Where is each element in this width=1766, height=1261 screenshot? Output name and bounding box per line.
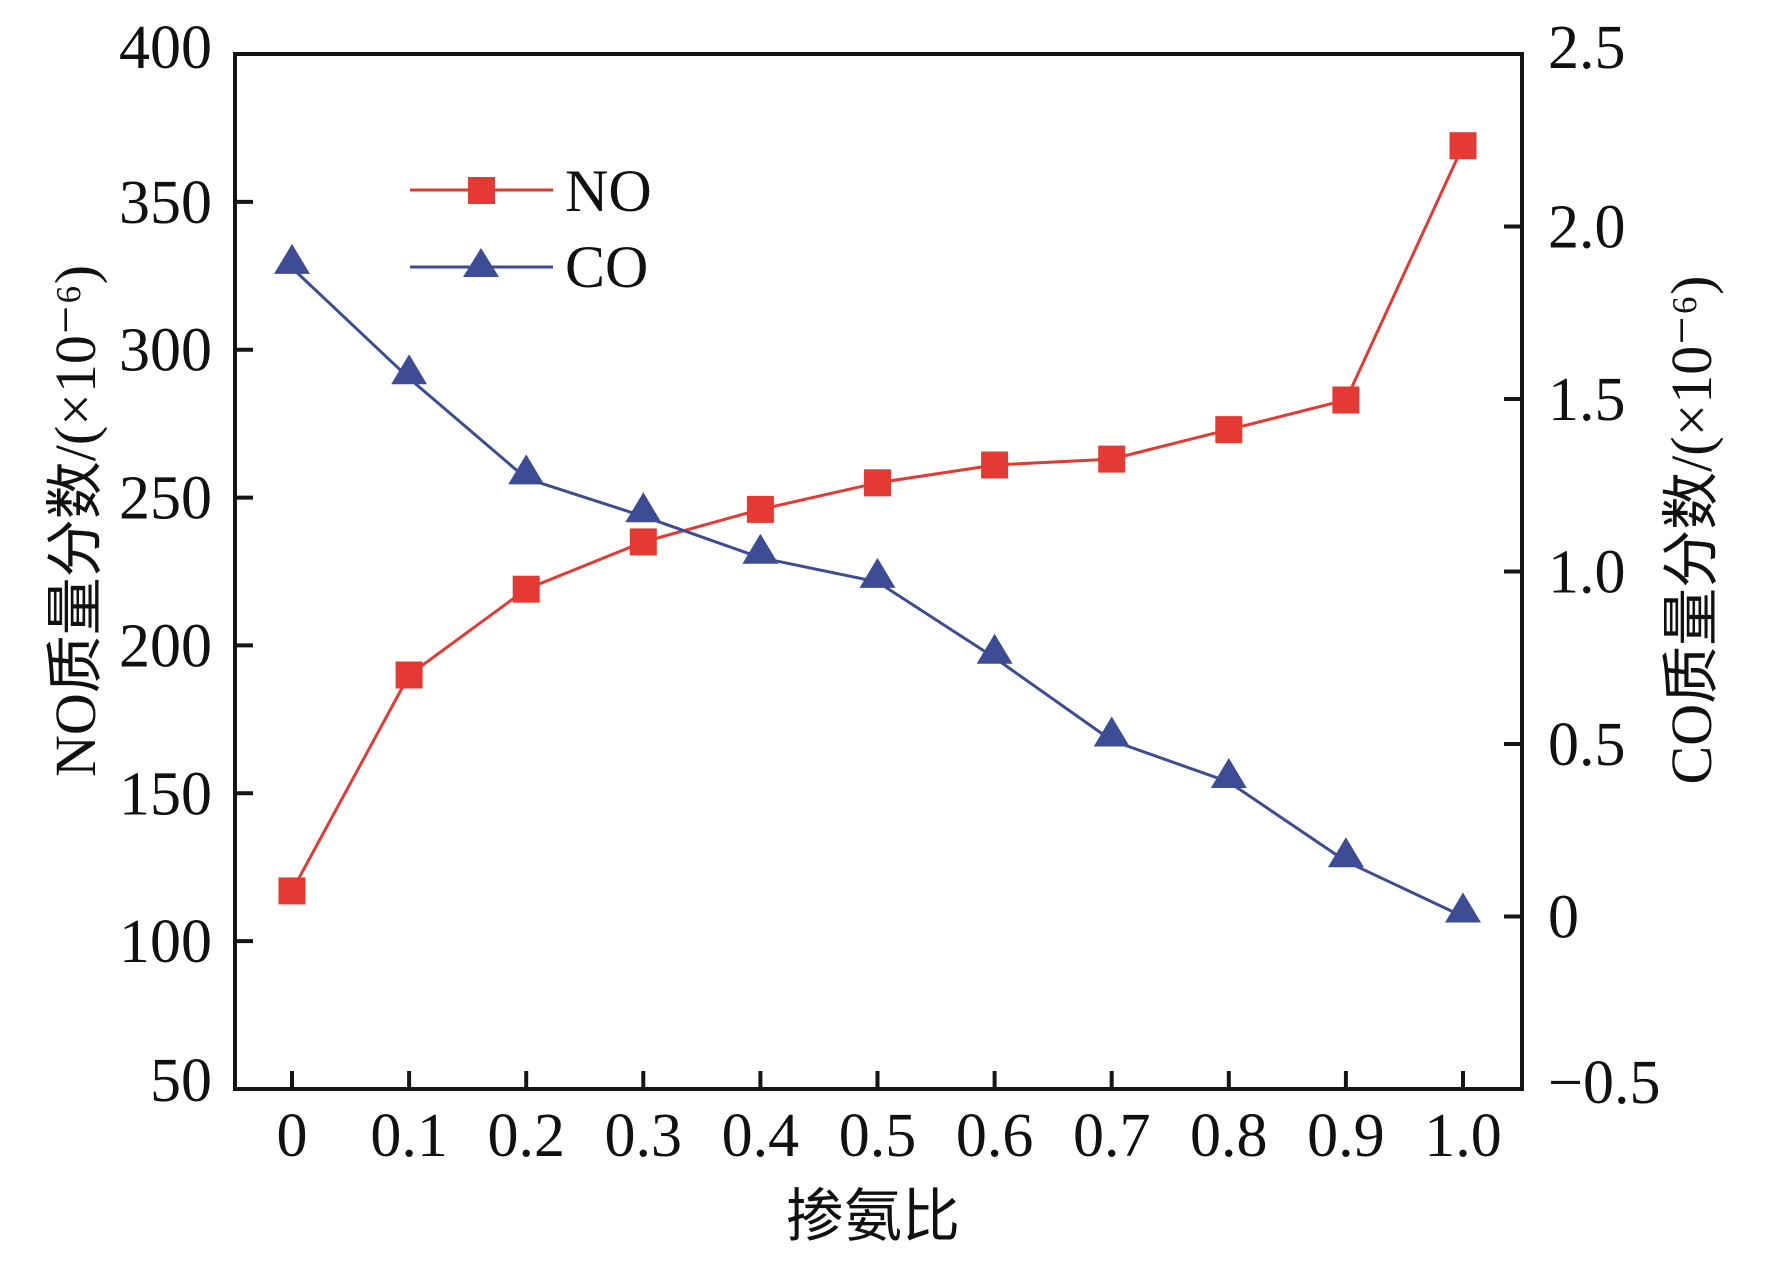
data-point-co — [1210, 758, 1247, 788]
y-left-tick-label: 250 — [119, 465, 212, 533]
x-tick-label: 0.5 — [839, 1102, 917, 1170]
series-no — [278, 132, 1477, 905]
data-point-co — [1327, 837, 1364, 868]
data-point-co — [391, 354, 428, 385]
data-point-no — [1215, 416, 1243, 444]
ticks-layer: 0 0.1 0.2 0.3 0.4 0.5 0.6 0.7 0.8 0.9 1.0 50 100 150 2… — [119, 14, 1660, 1170]
legend-entry-co: CO — [410, 234, 648, 300]
legend-co-label: CO — [565, 234, 648, 300]
data-point-no — [746, 495, 774, 523]
x-tick-label: 0.2 — [487, 1102, 565, 1170]
x-axis-title: 掺氨比 — [786, 1184, 960, 1249]
series-line-co — [290, 266, 1464, 918]
data-point-co — [1093, 716, 1130, 747]
y-left-tick-label: 50 — [150, 1047, 212, 1115]
y-right-tick-label: 1.5 — [1548, 366, 1626, 434]
y-left-tick-label: 200 — [119, 612, 212, 680]
data-point-no — [278, 877, 306, 905]
x-tick-label: 0.7 — [1073, 1102, 1151, 1170]
data-point-co — [508, 454, 545, 485]
data-point-no — [864, 469, 891, 497]
x-tick-label: 0.3 — [605, 1102, 683, 1170]
data-point-co — [1445, 892, 1481, 923]
series-co — [274, 243, 1481, 923]
data-point-co — [742, 533, 779, 564]
y-right-tick-label: −0.5 — [1548, 1049, 1660, 1117]
x-tick-label: 0.4 — [722, 1102, 800, 1170]
data-point-no — [981, 451, 1009, 479]
data-point-no — [512, 575, 540, 603]
data-point-no — [1332, 386, 1360, 414]
legend: NO CO — [410, 158, 652, 300]
data-point-no — [395, 661, 423, 689]
y-axis-left-title: NO质量分数/(×10⁻⁶) — [43, 265, 108, 777]
data-point-no — [629, 528, 657, 556]
data-point-co — [859, 557, 896, 588]
y-left-tick-label: 100 — [119, 908, 212, 976]
x-tick-label: 0.1 — [370, 1102, 448, 1170]
legend-no-label: NO — [565, 158, 652, 224]
series-line-no — [290, 145, 1465, 892]
y-axis-right-title: CO质量分数/(×10⁻⁶) — [1659, 276, 1724, 785]
y-left-tick-label: 300 — [119, 317, 212, 385]
y-right-tick-label: 2.5 — [1548, 14, 1626, 82]
data-point-co — [625, 492, 662, 523]
x-tick-label: 0.6 — [956, 1102, 1034, 1170]
legend-co-triangle-marker-icon — [463, 248, 499, 277]
y-left-tick-label: 350 — [119, 169, 212, 237]
x-tick-label: 1.0 — [1424, 1102, 1502, 1170]
y-left-tick-label: 400 — [119, 14, 212, 82]
legend-entry-no: NO — [410, 158, 652, 224]
y-right-tick-label: 2.0 — [1548, 194, 1626, 262]
legend-no-square-marker-icon — [468, 177, 495, 204]
y-right-tick-label: 1.0 — [1548, 539, 1626, 607]
x-tick-label: 0 — [277, 1102, 308, 1170]
data-point-co — [976, 633, 1013, 664]
x-tick-label: 0.9 — [1307, 1102, 1385, 1170]
y-left-tick-label: 150 — [119, 760, 212, 828]
x-tick-label: 0.8 — [1190, 1102, 1268, 1170]
series-layer — [274, 132, 1481, 923]
y-right-tick-label: 0.5 — [1548, 711, 1626, 779]
y-right-tick-label: 0 — [1548, 884, 1579, 952]
data-point-no — [1098, 445, 1126, 473]
data-point-co — [274, 243, 310, 274]
data-point-no — [1449, 132, 1477, 160]
